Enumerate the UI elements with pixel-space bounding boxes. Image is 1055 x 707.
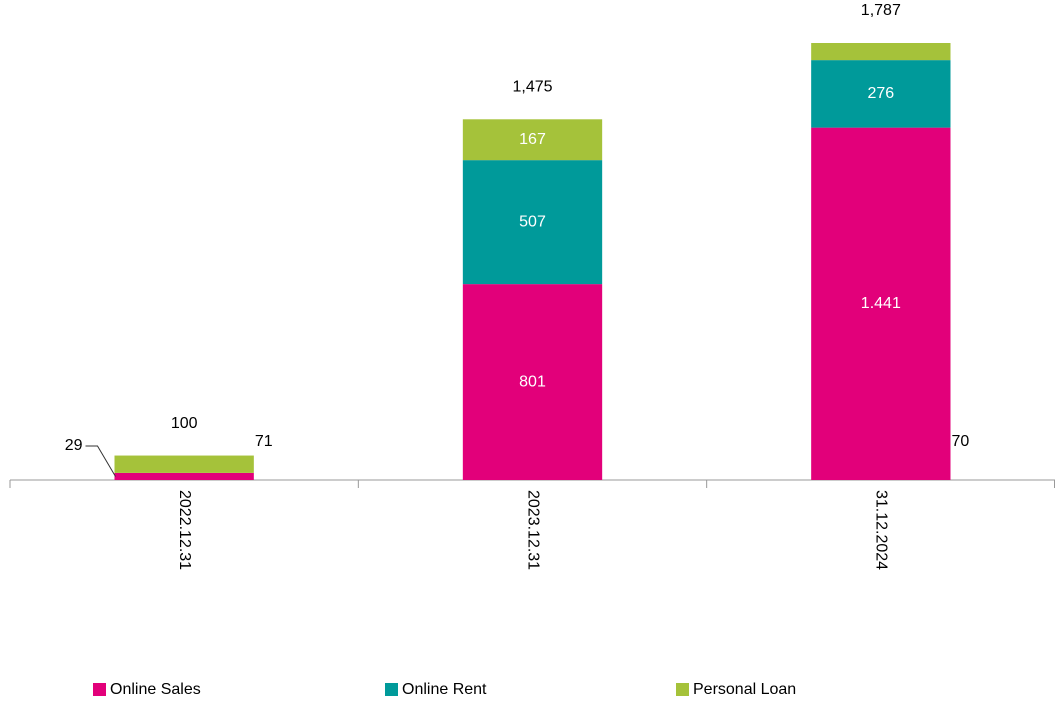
- bar-segment: [811, 43, 951, 61]
- bar-segment: [462, 119, 603, 161]
- x-tick-label: 31.12.2024: [873, 490, 890, 570]
- x-tick-label: 2022.12.31: [176, 490, 193, 570]
- bar-segment: [811, 60, 951, 128]
- data-label: 70: [952, 433, 970, 450]
- total-label: 1,787: [861, 2, 901, 19]
- legend-label: Personal Loan: [693, 681, 796, 698]
- bar-segment: [462, 160, 603, 285]
- bar-segment: [114, 455, 254, 473]
- bar-segment: [811, 127, 951, 481]
- total-label: 100: [171, 415, 198, 432]
- bar-segment: [462, 284, 603, 480]
- legend-swatch: [676, 683, 689, 696]
- data-label: 801: [519, 373, 546, 390]
- x-tick-label: 2023.12.31: [524, 490, 541, 570]
- data-label: 276: [867, 85, 894, 102]
- data-label: 71: [255, 433, 273, 450]
- legend-label: Online Rent: [402, 681, 487, 698]
- leader-line: [85, 445, 116, 477]
- bar-segment: [114, 472, 254, 480]
- total-label: 1,475: [512, 79, 552, 96]
- legend-label: Online Sales: [110, 681, 201, 698]
- legend-swatch: [385, 683, 398, 696]
- legend-swatch: [93, 683, 106, 696]
- data-label: 507: [519, 213, 546, 230]
- data-label: 1.441: [861, 295, 901, 312]
- data-label: 29: [65, 437, 83, 454]
- data-label: 167: [519, 131, 546, 148]
